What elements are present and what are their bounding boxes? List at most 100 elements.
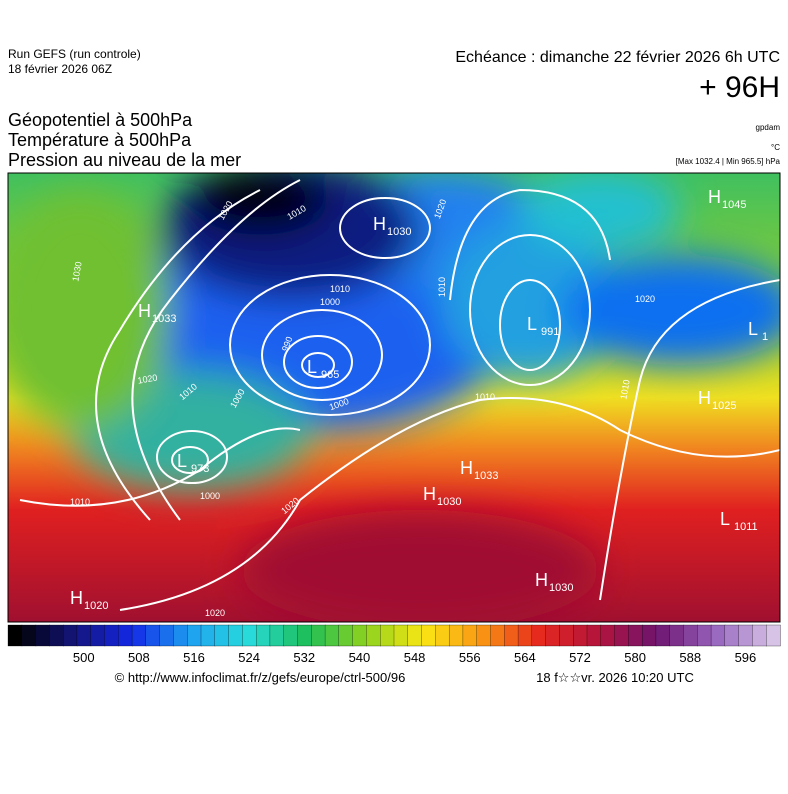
colorbar-cell: [559, 624, 574, 647]
center-type: L: [748, 319, 758, 339]
center-value: 965: [321, 369, 339, 381]
colorbar-tick-label: 556: [459, 650, 481, 665]
colorbar-cell: [752, 624, 767, 647]
isobar-label: 1010: [70, 497, 90, 507]
run-date: 18 février 2026 06Z: [8, 62, 112, 76]
isobar-label: 1010: [330, 284, 350, 294]
colorbar-tick-label: 500: [73, 650, 95, 665]
colorbar-cell: [504, 624, 519, 647]
colorbar-cell: [283, 624, 299, 647]
field: Température à 500hPa: [8, 130, 192, 150]
colorbar-cell: [338, 624, 354, 647]
center-value: 1033: [152, 313, 176, 325]
colorbar-cell: [669, 624, 685, 647]
isobar-label: 990: [280, 335, 295, 353]
center-type: L: [720, 509, 730, 529]
center-value: 1030: [549, 582, 573, 594]
colorbar-cell: [173, 624, 188, 647]
isobars: [19, 179, 780, 611]
isobar-label: 1010: [618, 379, 631, 400]
colorbar-cell: [366, 624, 381, 647]
field: Géopotentiel à 500hPa: [8, 110, 193, 130]
colorbar-cell: [448, 624, 464, 647]
colorbar-cell: [586, 624, 602, 647]
center-type: L: [527, 314, 537, 334]
colorbar-cell: [490, 624, 505, 647]
colorbar-cell: [614, 624, 630, 647]
isobar-label: 1000: [320, 297, 340, 307]
colorbar-cell: [118, 624, 133, 647]
colorbar-cell: [600, 624, 616, 647]
colorbar-cell: [49, 624, 64, 647]
isobar-label: 1010: [475, 392, 495, 402]
colorbar-cell: [7, 624, 23, 647]
colorbar-cell: [476, 624, 492, 647]
colorbar-cell: [255, 624, 271, 647]
center-type: H: [373, 214, 386, 234]
colorbar-cell: [159, 624, 175, 647]
source-url: © http://www.infoclimat.fr/z/gefs/europe…: [115, 670, 406, 685]
center-type: H: [535, 570, 548, 590]
lead-time: + 96H: [699, 71, 780, 104]
isobar-label: 1020: [137, 372, 158, 385]
map-frame: [7, 172, 781, 623]
colorbar-cell: [393, 624, 409, 647]
isobar-label: 1020: [635, 294, 655, 304]
colorbar-cell: [628, 624, 643, 647]
field: Pression au niveau de la mer: [8, 150, 241, 170]
colorbar-cell: [187, 624, 202, 647]
colorbar-cell: [407, 624, 423, 647]
colorbar-cell: [641, 624, 657, 647]
center-type: H: [138, 301, 151, 321]
run: Run GEFS (run controle): [8, 47, 141, 61]
colorbar-cell: [297, 624, 312, 647]
colorbar-cell: [697, 624, 712, 647]
center-value: 973: [191, 463, 209, 475]
center-type: L: [307, 357, 317, 377]
colorbar-tick-label: 516: [183, 650, 205, 665]
isobar-label: 1010: [437, 277, 447, 297]
colorbar-cell: [90, 624, 106, 647]
colorbar-cell: [269, 624, 285, 647]
colorbar-cell: [324, 624, 340, 647]
colorbar-cell: [145, 624, 161, 647]
center-type: H: [698, 388, 711, 408]
center-type: L: [177, 451, 187, 471]
isobar-label: 1030: [70, 261, 83, 282]
colorbar-cell: [531, 624, 547, 647]
center-type: H: [70, 588, 83, 608]
center-value: 1045: [722, 199, 746, 211]
colorbar-cell: [683, 624, 698, 647]
colorbar-cell: [104, 624, 119, 647]
center-value: 1011: [734, 521, 758, 533]
center-type: H: [708, 187, 721, 207]
colorbar-cell: [131, 624, 147, 647]
colorbar-cell: [352, 624, 368, 647]
colorbar-tick-label: 564: [514, 650, 536, 665]
colorbar-cell: [655, 624, 671, 647]
map: [8, 173, 780, 622]
colorbar: 5005085165245325405485565645725805885966…: [7, 624, 781, 665]
colorbar-cell: [21, 624, 37, 647]
colorbar-cell: [214, 624, 230, 647]
colorbar-cell: [435, 624, 450, 647]
colorbar-tick-label: 540: [349, 650, 371, 665]
colorbar-cell: [380, 624, 395, 647]
colorbar-tick-label: 524: [238, 650, 260, 665]
colorbar-tick-label: 572: [569, 650, 591, 665]
unit: [Max 1032.4 | Min 965.5] hPa: [676, 157, 781, 166]
colorbar-cell: [242, 624, 257, 647]
colorbar-cell: [200, 624, 216, 647]
unit: °C: [771, 143, 780, 152]
isobar-label: 1000: [200, 491, 220, 501]
colorbar-cell: [766, 624, 781, 647]
center-value: 991: [541, 326, 559, 338]
generated-time: 18 f☆☆vr. 2026 10:20 UTC: [536, 670, 694, 685]
colorbar-tick-label: 596: [735, 650, 757, 665]
colorbar-cell: [462, 624, 478, 647]
colorbar-cell: [545, 624, 561, 647]
center-value: 1025: [712, 400, 736, 412]
colorbar-tick-label: 548: [404, 650, 426, 665]
